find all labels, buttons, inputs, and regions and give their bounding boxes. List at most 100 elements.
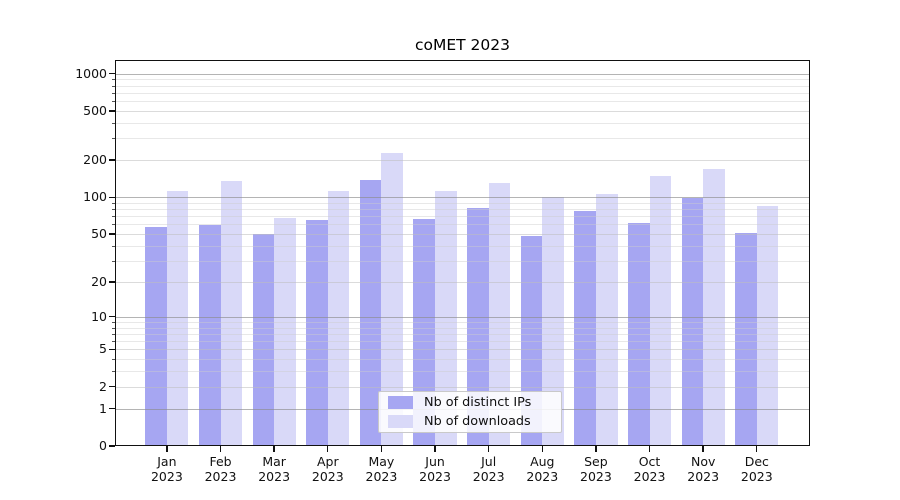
y-tick-label: 200 xyxy=(83,152,107,168)
y-gridline-200 xyxy=(115,160,810,162)
legend: Nb of distinct IPs Nb of downloads xyxy=(378,391,562,433)
y-tick-mark xyxy=(109,72,115,75)
y-minor-tick-mark xyxy=(111,101,115,103)
y-minor-tick-mark xyxy=(111,209,115,211)
y-gridline-20 xyxy=(115,281,810,283)
bar-downloads-mar xyxy=(274,217,296,446)
bar-distinct-ips-oct xyxy=(627,222,650,446)
x-tick-label-aug: Aug 2023 xyxy=(526,454,559,484)
minor-gridline xyxy=(115,79,810,81)
y-minor-tick-mark xyxy=(111,359,115,361)
y-minor-tick-mark xyxy=(111,79,115,81)
bar-downloads-jul xyxy=(488,183,511,446)
minor-gridline xyxy=(115,138,810,140)
y-tick-label: 2 xyxy=(99,378,107,394)
minor-gridline xyxy=(115,327,810,329)
bar-distinct-ips-nov xyxy=(681,198,704,446)
bar-downloads-nov xyxy=(703,169,725,446)
y-minor-tick-mark xyxy=(111,224,115,226)
y-tick-mark xyxy=(109,348,115,351)
bar-distinct-ips-feb xyxy=(198,225,221,446)
legend-label-distinct-ips: Nb of distinct IPs xyxy=(424,395,532,410)
y-tick-label: 1000 xyxy=(75,65,107,81)
minor-gridline xyxy=(115,224,810,226)
x-tick-label-dec: Dec 2023 xyxy=(740,454,773,484)
minor-gridline xyxy=(115,122,810,124)
bar-downloads-apr xyxy=(327,190,350,446)
x-tick-label-jul: Jul 2023 xyxy=(472,454,505,484)
y-tick-label: 500 xyxy=(83,102,107,118)
y-minor-tick-mark xyxy=(111,202,115,204)
minor-gridline xyxy=(115,333,810,335)
y-tick-label: 50 xyxy=(91,226,107,242)
y-tick-label: 5 xyxy=(99,341,107,357)
bar-distinct-ips-jan xyxy=(145,227,167,446)
legend-swatch-distinct-ips xyxy=(388,396,413,409)
x-tick-mark xyxy=(702,446,704,452)
x-tick-mark xyxy=(648,446,651,452)
y-tick-mark xyxy=(109,386,115,388)
bar-downloads-jun xyxy=(435,190,457,446)
x-tick-mark xyxy=(166,446,168,452)
x-tick-label-nov: Nov 2023 xyxy=(687,454,720,484)
legend-label-downloads: Nb of downloads xyxy=(424,414,531,429)
y-minor-tick-mark xyxy=(111,92,115,94)
legend-item-distinct-ips: Nb of distinct IPs xyxy=(388,395,553,411)
y-tick-label: 0 xyxy=(99,438,107,453)
y-gridline-5 xyxy=(115,349,810,351)
bar-distinct-ips-dec xyxy=(735,233,757,446)
y-tick-mark xyxy=(109,407,115,410)
y-gridline-500 xyxy=(115,110,810,112)
minor-gridline xyxy=(115,216,810,218)
minor-gridline xyxy=(115,101,810,103)
y-tick-label: 20 xyxy=(91,273,107,289)
legend-swatch-downloads xyxy=(388,415,413,428)
y-gridline-10 xyxy=(115,316,810,318)
x-tick-mark xyxy=(434,446,436,452)
bar-downloads-may xyxy=(381,152,403,446)
y-tick-mark xyxy=(109,233,115,235)
minor-gridline xyxy=(115,245,810,247)
y-gridline-50 xyxy=(115,234,810,236)
y-tick-mark xyxy=(109,445,115,447)
y-gridline-100 xyxy=(115,197,810,199)
y-minor-tick-mark xyxy=(111,333,115,335)
minor-gridline xyxy=(115,85,810,87)
x-tick-label-mar: Mar 2023 xyxy=(258,454,291,484)
bar-downloads-dec xyxy=(756,205,779,446)
y-tick-mark xyxy=(109,110,115,112)
bar-distinct-ips-jun xyxy=(413,218,436,446)
x-tick-mark xyxy=(327,446,329,452)
x-tick-mark xyxy=(595,446,597,452)
bar-downloads-feb xyxy=(220,180,243,446)
x-tick-label-oct: Oct 2023 xyxy=(633,454,666,484)
legend-item-downloads: Nb of downloads xyxy=(388,414,553,430)
x-tick-mark xyxy=(273,446,275,452)
bar-distinct-ips-apr xyxy=(306,220,328,446)
x-tick-label-jun: Jun 2023 xyxy=(419,454,451,484)
minor-gridline xyxy=(115,202,810,204)
y-tick-mark xyxy=(109,316,115,318)
y-tick-mark xyxy=(109,196,115,198)
minor-gridline xyxy=(115,209,810,211)
minor-gridline xyxy=(115,341,810,343)
x-tick-label-may: May 2023 xyxy=(365,454,398,484)
y-tick-label: 10 xyxy=(91,308,107,324)
x-tick-mark xyxy=(541,446,543,452)
x-tick-label-sep: Sep 2023 xyxy=(580,454,612,484)
y-tick-label: 1 xyxy=(99,400,107,416)
y-minor-tick-mark xyxy=(111,371,115,373)
x-tick-mark xyxy=(487,446,490,452)
bar-distinct-ips-mar xyxy=(252,234,275,446)
bar-distinct-ips-jul xyxy=(467,207,489,446)
y-minor-tick-mark xyxy=(111,260,115,262)
y-gridline-2 xyxy=(115,386,810,388)
x-tick-label-apr: Apr 2023 xyxy=(311,454,344,484)
y-minor-tick-mark xyxy=(111,85,115,87)
x-tick-mark xyxy=(219,446,222,452)
y-minor-tick-mark xyxy=(111,138,115,140)
y-minor-tick-mark xyxy=(111,216,115,218)
minor-gridline xyxy=(115,260,810,262)
x-tick-label-jan: Jan 2023 xyxy=(150,454,183,484)
chart-title: coMET 2023 xyxy=(414,36,510,54)
